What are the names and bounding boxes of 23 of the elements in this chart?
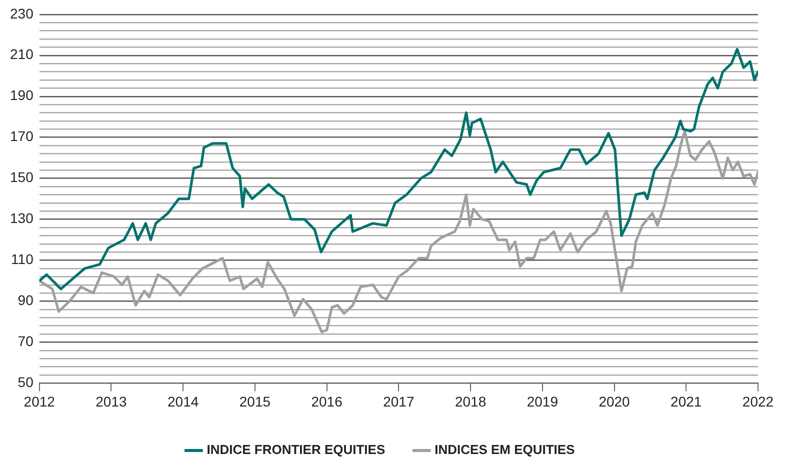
x-tick-label: 2014	[168, 393, 199, 410]
x-tick-label: 2021	[670, 393, 702, 410]
x-tick-label: 2018	[454, 393, 486, 410]
y-tick-label: 230	[10, 5, 34, 22]
y-tick-label: 50	[18, 374, 34, 390]
y-tick-label: 170	[10, 128, 34, 144]
x-tick-label: 2019	[526, 393, 558, 410]
x-tick-label: 2015	[239, 393, 271, 410]
y-tick-label: 150	[10, 169, 34, 186]
x-tick-label: 2017	[383, 393, 414, 410]
x-tick-label: 2013	[96, 393, 128, 410]
y-tick-label: 190	[10, 87, 34, 104]
y-tick-label: 110	[11, 251, 34, 268]
x-tick-label: 2020	[598, 393, 630, 410]
y-tick-label: 130	[10, 210, 34, 226]
y-tick-label: 90	[18, 292, 34, 308]
legend-label: INDICE FRONTIER EQUITIES	[206, 442, 386, 458]
x-tick-label: 2012	[24, 393, 56, 410]
y-tick-label: 70	[18, 333, 34, 350]
x-tick-label: 2022	[742, 393, 774, 410]
y-tick-label: 210	[10, 46, 34, 62]
x-tick-label: 2016	[311, 393, 343, 410]
legend-label: INDICES EM EQUITIES	[434, 442, 576, 458]
